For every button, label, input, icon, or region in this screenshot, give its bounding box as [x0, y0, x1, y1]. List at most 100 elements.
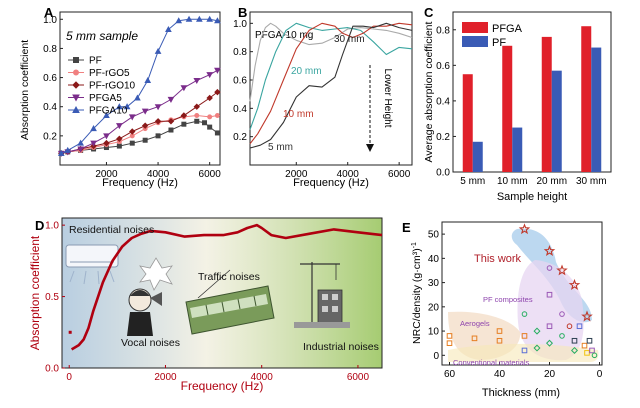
panel-c-ytick-label: 0.8 — [436, 25, 450, 36]
panel-c-bar — [512, 127, 523, 172]
panel-d-letter: D — [35, 218, 44, 233]
panel-a-ylabel: Absorption coefficient — [19, 40, 31, 140]
aerogels-label: Aerogels — [460, 319, 490, 328]
panel-a-xlabel: Frequency (Hz) — [102, 177, 178, 189]
panel-b-ytick-label: 0.4 — [233, 104, 247, 115]
panel-b-ytick-label: 1.0 — [233, 19, 247, 30]
panel-a-legend-label: PFGA5 — [89, 93, 122, 104]
panel-a-point — [202, 120, 208, 126]
panel-e-ytick-label: 0 — [433, 351, 439, 362]
panel-a-point — [116, 135, 123, 142]
panel-d-frame — [61, 217, 383, 369]
panel-a-point — [134, 94, 141, 101]
panel-a-point — [207, 114, 213, 120]
panel-e-xtick-label: 0 — [597, 369, 603, 380]
panel-b-series-label: 30 mm — [334, 34, 365, 45]
panel-e-xlabel: Thickness (mm) — [482, 387, 560, 399]
panel-c-category-label: 20 mm — [536, 176, 567, 187]
panel-a-point — [128, 114, 136, 121]
panel-a-point — [167, 96, 175, 103]
panel-a-point — [180, 85, 188, 92]
panel-e-point — [546, 291, 553, 298]
panel-c-bar — [472, 141, 483, 172]
panel-d-ytick-label: 1.0 — [45, 221, 59, 232]
panel-e-ytick-label: 40 — [428, 254, 440, 265]
panel-a-point — [214, 112, 220, 118]
panel-e-point — [559, 333, 565, 339]
panel-c-category-label: 30 mm — [576, 176, 607, 187]
panel-a-point — [207, 124, 213, 130]
panel-e-point — [576, 323, 583, 330]
panel-b-series-label: 5 mm — [268, 142, 293, 153]
panel-c-category-label: 5 mm — [460, 176, 485, 187]
panel-a-legend-marker — [72, 81, 80, 89]
air-conditioner-icon — [65, 244, 119, 285]
panel-a-point — [193, 103, 200, 110]
panel-e-point — [546, 323, 553, 330]
panel-e-point — [586, 337, 593, 344]
lower-height-arrow-head — [366, 144, 374, 152]
panel-a-point — [155, 133, 161, 139]
panel-e-letter: E — [402, 220, 411, 235]
panel-a-ytick-label: 0.6 — [43, 73, 57, 84]
panel-c: C 0.0 0.2 0.4 0.6 0.8 5 mm 10 mm 20 mm 30 mm PFG… — [423, 5, 612, 203]
panel-e: E 60 40 20 0 0 10 20 30 40 50 This work PF compos… — [402, 220, 603, 399]
panel-b-series-label: 10 mm — [283, 109, 314, 120]
conventional-materials-label: Conventional materials — [453, 358, 530, 367]
panel-a-point — [165, 25, 172, 32]
panel-c-bar — [581, 26, 592, 172]
panel-a-point — [116, 143, 122, 149]
panel-a-xtick-label: 2000 — [95, 169, 118, 180]
panel-c-legend-label: PFGA — [492, 23, 523, 35]
panel-d-noise-label: Vocal noises — [121, 337, 180, 349]
panel-c-ytick-label: 0.2 — [436, 132, 450, 143]
panel-a-point — [196, 15, 203, 22]
panel-e-point — [521, 311, 528, 317]
panel-b: B PFGA-10 mg 2000 4000 6000 0.2 0.4 0.6 0.8 1.0… — [233, 5, 413, 189]
panel-d-outlier-point — [68, 330, 72, 334]
panel-d-noise-label: Industrial noises — [303, 341, 379, 353]
panel-a-letter: A — [44, 5, 54, 20]
panel-a-point — [154, 118, 162, 125]
panel-a-point — [154, 104, 162, 111]
panel-e-point — [521, 333, 528, 339]
panel-b-xlabel: Frequency (Hz) — [293, 177, 369, 189]
panel-a-point — [103, 111, 110, 118]
panel-b-title: PFGA-10 mg — [255, 30, 313, 41]
panel-b-xtick-label: 4000 — [337, 169, 360, 180]
panel-e-ytick-label: 50 — [428, 230, 440, 241]
panel-a: A 5 mm sample 2000 4000 6000 0.2 0.4 0.6 0.8 1.… — [19, 5, 221, 189]
panel-e-point — [521, 347, 528, 354]
panel-e-point — [496, 328, 503, 334]
panel-c-legend-swatch — [462, 22, 488, 33]
panel-a-point — [77, 146, 84, 153]
panel-c-letter: C — [424, 5, 434, 20]
panel-e-this-work-star — [556, 264, 568, 276]
panel-c-ytick-label: 0.6 — [436, 61, 450, 72]
construction-site-icon — [294, 262, 350, 328]
panel-e-point — [571, 337, 578, 344]
panel-a-legend-label: PF-rGO10 — [89, 81, 136, 92]
panel-e-point — [545, 339, 554, 347]
panel-c-frame — [452, 11, 612, 173]
panel-e-xtick-label: 20 — [544, 369, 556, 380]
panel-a-legend-label: PF-rGO5 — [89, 68, 130, 79]
panel-a-point — [142, 137, 148, 143]
panel-a-point — [129, 128, 136, 135]
panel-c-ytick-label: 0.4 — [436, 96, 450, 107]
panel-c-category-label: 10 mm — [497, 176, 528, 187]
panel-b-line — [249, 22, 413, 102]
panel-c-bar — [551, 70, 562, 172]
panel-b-xtick-label: 6000 — [388, 169, 411, 180]
panel-d-xtick-label: 4000 — [251, 372, 274, 383]
panel-e-point — [589, 347, 595, 354]
panel-a-legend-marker — [72, 105, 80, 113]
panel-a-point — [167, 118, 175, 125]
panel-e-point — [559, 311, 565, 317]
panel-b-letter: B — [238, 5, 247, 20]
panel-a-point — [103, 133, 110, 140]
panel-e-ytick-label: 20 — [428, 302, 440, 313]
lower-height-label: Lower Height — [382, 69, 393, 128]
panel-e-point — [533, 327, 541, 335]
